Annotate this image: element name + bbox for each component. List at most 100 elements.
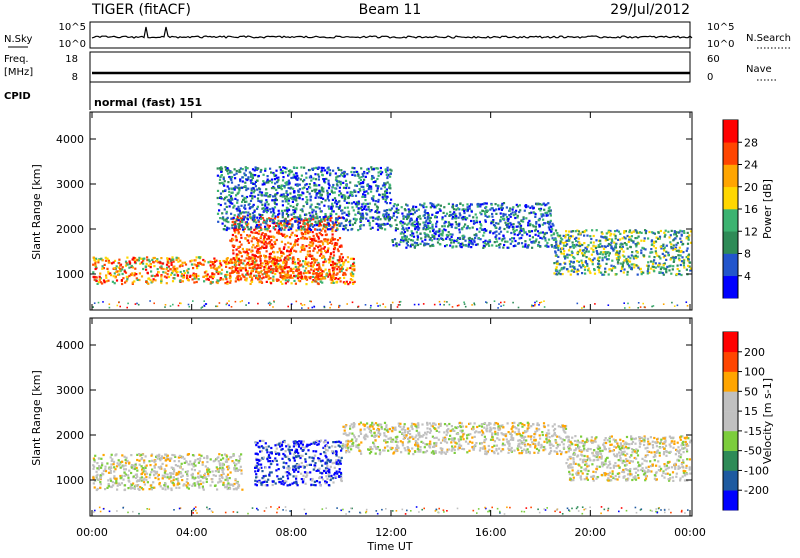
power-cell bbox=[553, 232, 555, 234]
power-cell bbox=[240, 244, 242, 246]
power-cell bbox=[231, 182, 233, 184]
power-cell bbox=[176, 271, 178, 273]
power-cell bbox=[411, 230, 413, 232]
power-cell bbox=[293, 275, 295, 277]
power-cell bbox=[438, 228, 440, 230]
power-cell bbox=[272, 236, 274, 238]
power-cell bbox=[563, 245, 565, 247]
power-cell bbox=[315, 245, 317, 247]
power-cell bbox=[235, 235, 237, 237]
power-cell bbox=[332, 184, 334, 186]
power-cell bbox=[334, 197, 336, 199]
power-cell bbox=[283, 185, 285, 187]
power-cell bbox=[340, 169, 342, 171]
velocity-cell bbox=[218, 469, 220, 471]
power-cell bbox=[462, 238, 464, 240]
power-cell bbox=[107, 271, 109, 273]
velocity-cell bbox=[122, 465, 124, 467]
power-cell bbox=[455, 221, 457, 223]
power-cell bbox=[299, 197, 301, 199]
power-cell bbox=[416, 226, 418, 228]
power-cell bbox=[259, 240, 261, 242]
power-cell bbox=[224, 208, 226, 210]
power-cell bbox=[349, 267, 351, 269]
power-cell bbox=[658, 256, 660, 258]
power-cell bbox=[681, 256, 683, 258]
power-cell bbox=[314, 280, 316, 282]
power-cell bbox=[296, 240, 298, 242]
power-cell bbox=[672, 268, 674, 270]
power-noise-cell bbox=[671, 302, 673, 304]
power-cell bbox=[265, 188, 267, 190]
power-cell bbox=[329, 174, 331, 176]
power-cell bbox=[290, 243, 292, 245]
power-cell bbox=[453, 208, 455, 210]
power-cell bbox=[524, 205, 526, 207]
power-cell bbox=[238, 258, 240, 260]
power-cell bbox=[224, 180, 226, 182]
power-cell bbox=[586, 265, 588, 267]
power-cell bbox=[360, 207, 362, 209]
power-cell bbox=[355, 195, 357, 197]
power-cell bbox=[274, 199, 276, 201]
velocity-cell bbox=[186, 478, 188, 480]
power-cell bbox=[337, 248, 339, 250]
power-noise-cell bbox=[127, 303, 129, 305]
velocity-cell bbox=[194, 469, 196, 471]
power-cell bbox=[239, 246, 241, 248]
power-cell bbox=[513, 223, 515, 225]
power-cell bbox=[106, 258, 108, 260]
power-cell bbox=[647, 237, 649, 239]
velocity-cell bbox=[114, 468, 116, 470]
power-cell bbox=[341, 196, 343, 198]
power-cell bbox=[160, 257, 162, 259]
power-cell bbox=[636, 251, 638, 253]
power-cell bbox=[225, 266, 227, 268]
power-noise-cell bbox=[392, 302, 394, 304]
power-cell bbox=[303, 167, 305, 169]
power-cell bbox=[315, 278, 317, 280]
power-cell bbox=[238, 219, 240, 221]
power-cell bbox=[217, 190, 219, 192]
power-cell bbox=[248, 249, 250, 251]
power-cell bbox=[337, 239, 339, 241]
velocity-cell bbox=[233, 454, 235, 456]
power-cell bbox=[176, 257, 178, 259]
power-cell bbox=[233, 230, 235, 232]
power-cell bbox=[227, 167, 229, 169]
power-cell bbox=[396, 224, 398, 226]
power-cell bbox=[610, 265, 612, 267]
power-noise-cell bbox=[543, 300, 545, 302]
power-cell bbox=[354, 174, 356, 176]
power-cell bbox=[392, 244, 394, 246]
power-cell bbox=[152, 275, 154, 277]
freq-label-line2: [MHz] bbox=[4, 67, 33, 78]
power-noise-cell bbox=[118, 302, 120, 304]
power-noise-cell bbox=[674, 305, 676, 307]
power-cell bbox=[419, 223, 421, 225]
power-cell bbox=[620, 270, 622, 272]
power-cell bbox=[293, 190, 295, 192]
power-cell bbox=[290, 269, 292, 271]
power-cell bbox=[319, 275, 321, 277]
power-cell bbox=[665, 230, 667, 232]
power-cell bbox=[487, 210, 489, 212]
power-cell bbox=[261, 192, 263, 194]
power-cell bbox=[326, 190, 328, 192]
power-cell bbox=[424, 232, 426, 234]
power-cell bbox=[513, 237, 515, 239]
power-cell bbox=[118, 270, 120, 272]
power-cell bbox=[232, 206, 234, 208]
power-cell bbox=[306, 199, 308, 201]
power-cell bbox=[222, 217, 224, 219]
power-cell bbox=[267, 179, 269, 181]
power-cell bbox=[579, 249, 581, 251]
velocity-cell bbox=[145, 476, 147, 478]
power-cell bbox=[346, 219, 348, 221]
power-cell bbox=[363, 224, 365, 226]
power-cell bbox=[346, 267, 348, 269]
power-cell bbox=[642, 254, 644, 256]
power-cell bbox=[249, 206, 251, 208]
power-cell bbox=[597, 263, 599, 265]
power-cell bbox=[327, 247, 329, 249]
